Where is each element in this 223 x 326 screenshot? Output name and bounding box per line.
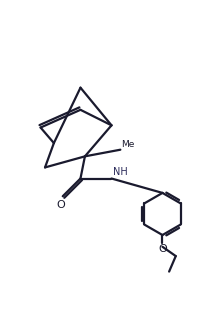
- Text: NH: NH: [113, 168, 127, 177]
- Text: O: O: [158, 244, 167, 254]
- Text: O: O: [56, 200, 65, 210]
- Text: Me: Me: [122, 140, 135, 149]
